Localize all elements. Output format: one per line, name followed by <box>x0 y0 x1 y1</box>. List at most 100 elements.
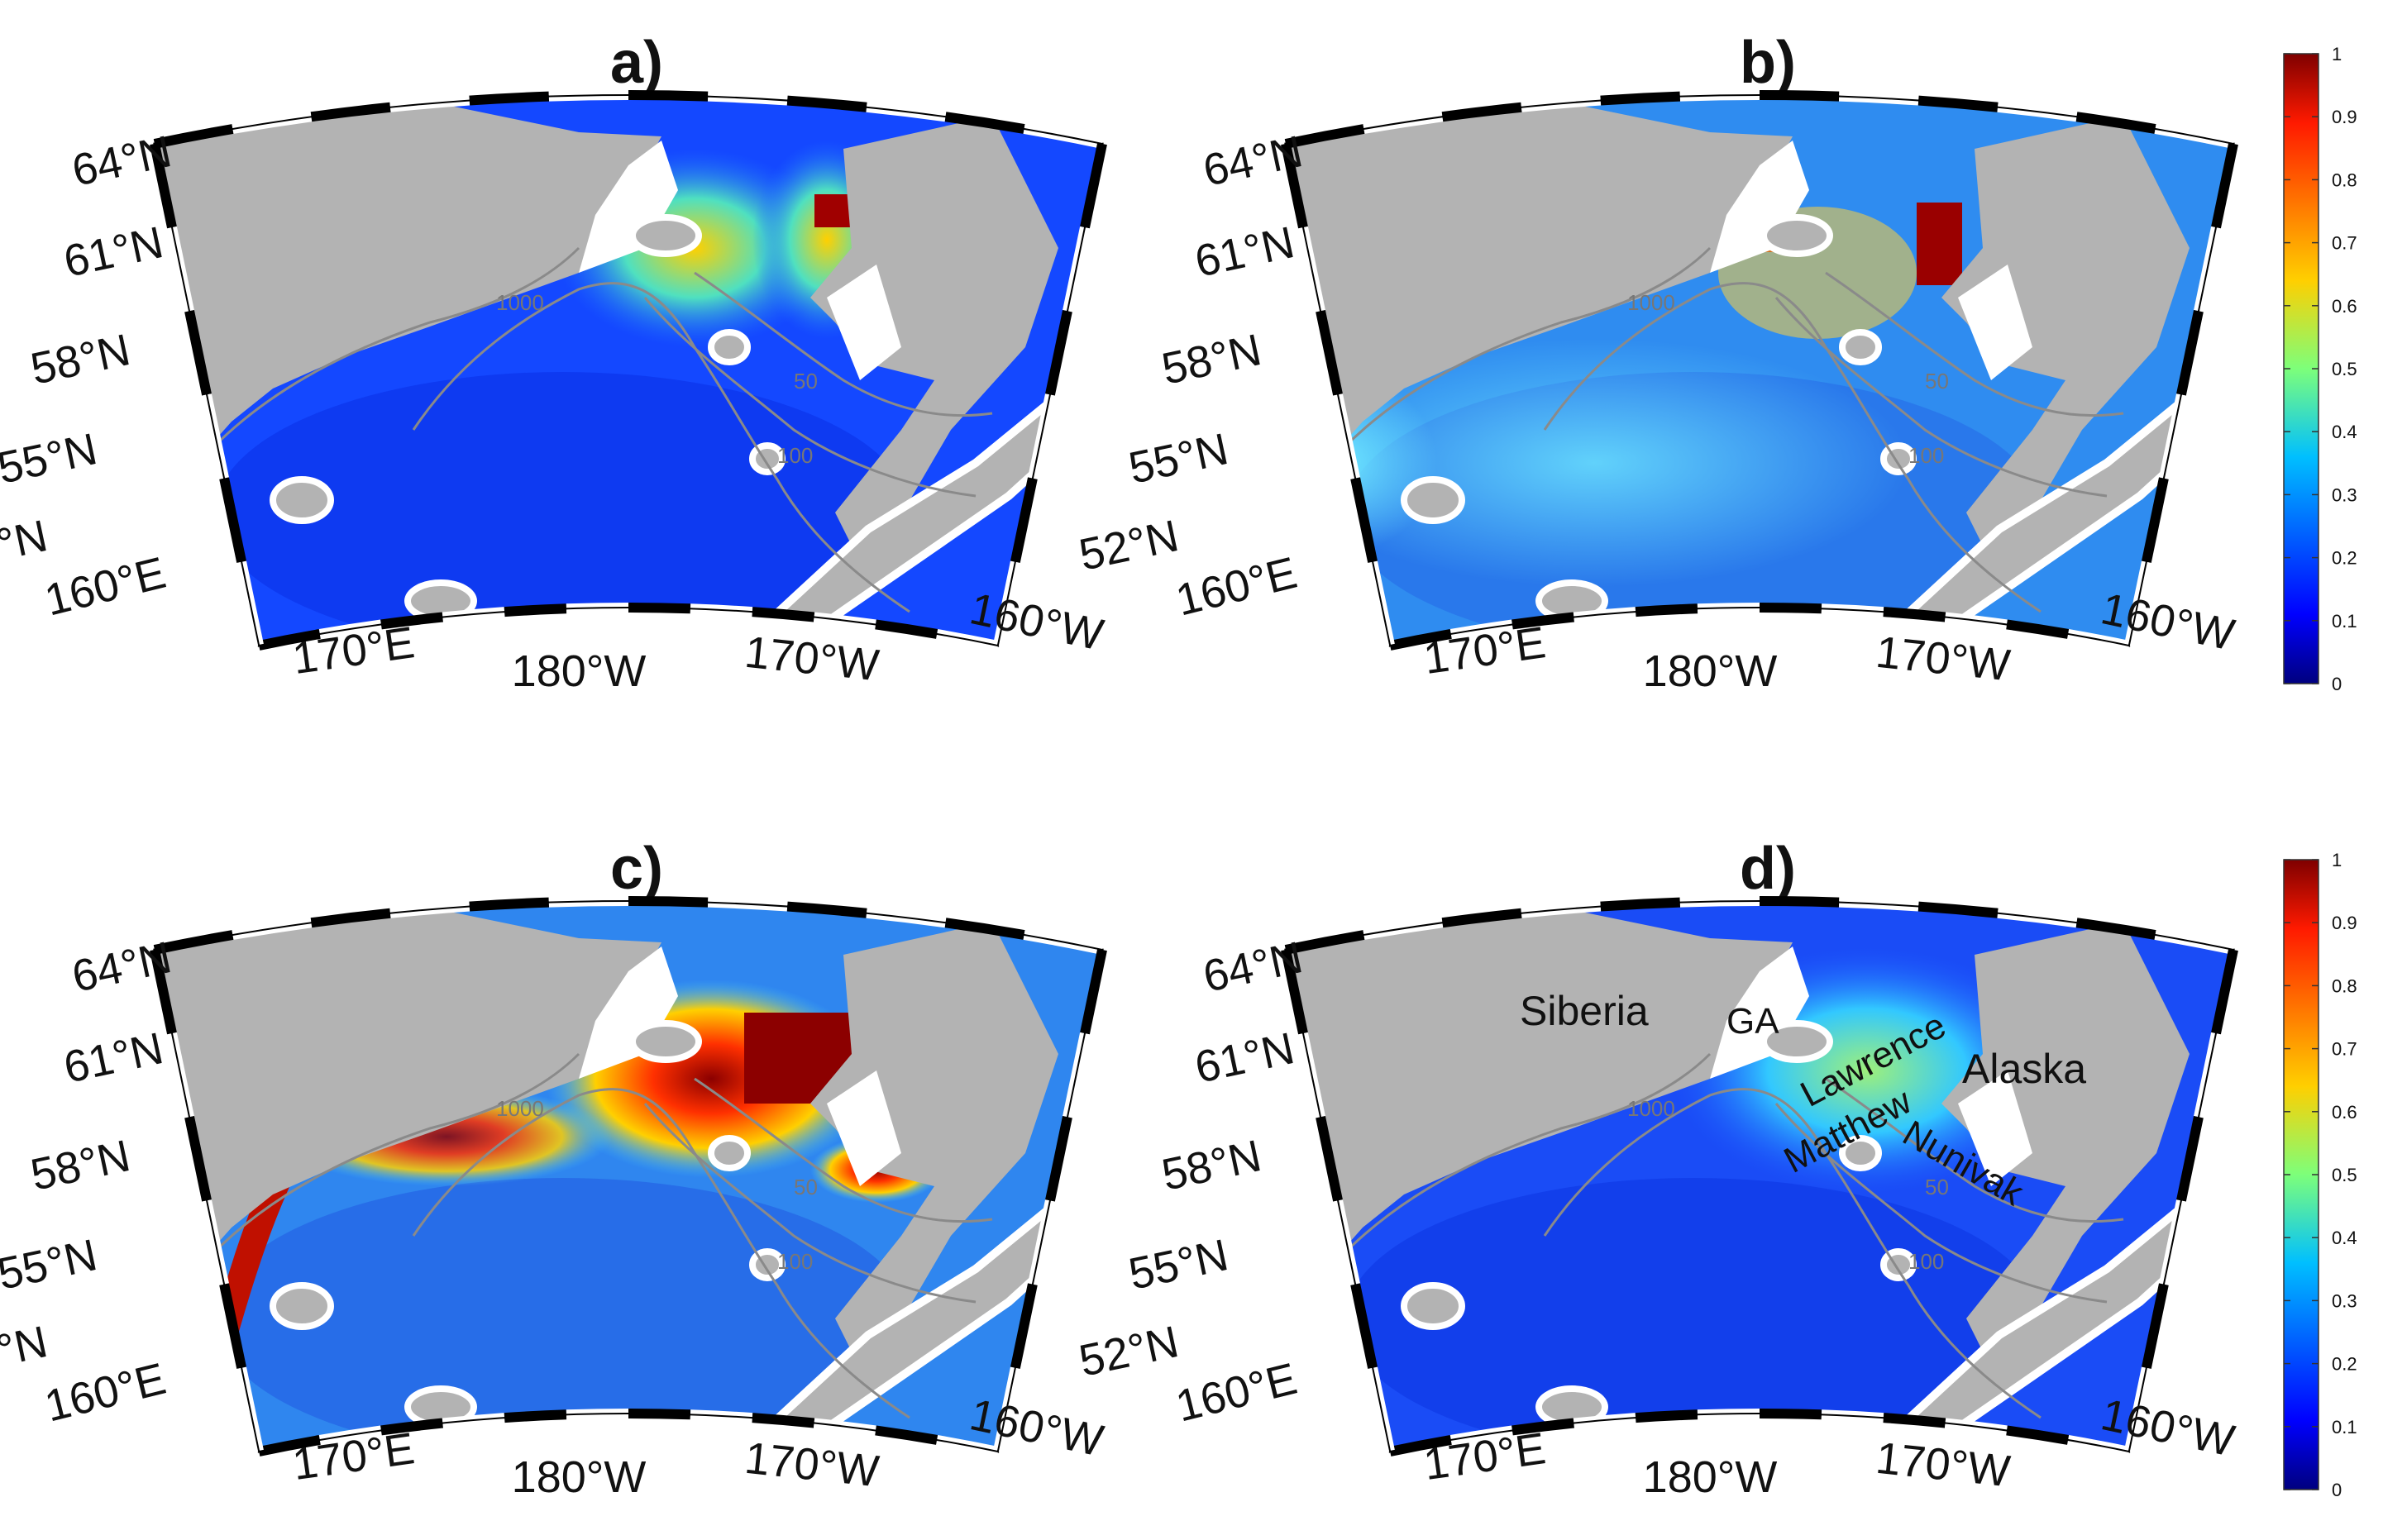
contour-50 <box>197 246 580 464</box>
latitude-label: 61°N <box>1191 217 1298 287</box>
contour-50 <box>1825 1077 2124 1223</box>
colorbar-tick-label: 1 <box>2332 850 2342 870</box>
land-alaska <box>1941 922 2190 1385</box>
longitude-label: 170°W <box>743 627 881 691</box>
place-label-alaska: Alaska <box>1962 1046 2086 1092</box>
longitude-label: 160°W <box>966 1390 1108 1466</box>
colorbar-tick-label: 0.9 <box>2332 107 2357 127</box>
map-panel-c: c)10001005064°N61°N58°N55°N52°N160°E170°… <box>0 836 1108 1502</box>
map-panel-a: a)10001005064°N61°N58°N55°N52°N160°E170°… <box>0 30 1108 696</box>
map-body: 1000 100 50 <box>1285 900 2234 1452</box>
longitude-label: 160°E <box>1171 548 1301 626</box>
colorbar-top: 1 0.9 0.8 0.7 0.6 0.5 0.4 0.3 0.2 0.1 0 <box>2283 44 2357 694</box>
max-value-cell <box>1917 203 1962 285</box>
latitude-label: 61°N <box>1191 1023 1298 1093</box>
longitude-label: 160°W <box>2097 1390 2239 1466</box>
latitude-label: 58°N <box>1158 325 1265 394</box>
coastal-gap <box>579 141 678 273</box>
longitude-label: 160°E <box>40 548 170 626</box>
moderate-value-patch <box>1285 339 1908 587</box>
contour-label: 50 <box>794 1175 818 1199</box>
frame-edge <box>1284 900 2235 1453</box>
island <box>708 1135 751 1171</box>
colorbar-tick-label: 0.1 <box>2332 611 2357 632</box>
map-panel-d: d)10001005064°N61°N58°N55°N52°N160°E170°… <box>1075 836 2239 1502</box>
contour-50 <box>694 271 993 417</box>
contour-label: 50 <box>1925 1175 1949 1199</box>
colorbar-tick-label: 0.4 <box>2332 1228 2357 1248</box>
panel-title: a) <box>610 30 663 96</box>
colorbar-tick-label: 0.8 <box>2332 169 2357 190</box>
colorbar-tick-label: 0 <box>2332 1480 2342 1500</box>
longitude-label: 170°W <box>743 1433 881 1497</box>
contour-50 <box>197 1052 580 1270</box>
latitude-label: 52°N <box>1075 511 1182 580</box>
map-panel-b: b)10001005064°N61°N58°N55°N52°N160°E170°… <box>1075 30 2239 696</box>
colorbar-tick-label: 0.7 <box>2332 233 2357 254</box>
colorbar-tick-label: 0.5 <box>2332 359 2357 379</box>
coastal-gap <box>1710 141 1809 273</box>
island <box>629 1020 702 1063</box>
latitude-label: 55°N <box>1125 1230 1232 1299</box>
longitude-label: 160°E <box>1171 1354 1301 1432</box>
island <box>1401 1282 1465 1330</box>
latitude-label: 52°N <box>1075 1317 1182 1386</box>
longitude-label: 160°W <box>2097 584 2239 660</box>
colorbar-tick-label: 0.8 <box>2332 975 2357 996</box>
land-alaska <box>810 116 1058 579</box>
contour-50 <box>1328 246 1712 464</box>
contour-50 <box>1825 271 2124 417</box>
longitude-label: 180°W <box>512 1452 647 1502</box>
latitude-label: 58°N <box>26 325 134 394</box>
contour-100 <box>1774 297 2108 498</box>
contour-label: 50 <box>1925 369 1949 393</box>
coastal-gap <box>1958 265 2032 380</box>
land-siberia <box>1285 94 1793 529</box>
land-alaska <box>810 922 1058 1385</box>
contour-100 <box>1774 1103 2108 1304</box>
contour-label: 50 <box>794 369 818 393</box>
colorbar-tick-label: 0.2 <box>2332 548 2357 569</box>
land-siberia <box>1285 900 1793 1335</box>
contour-50 <box>1328 1052 1712 1270</box>
island <box>629 214 702 257</box>
colorbar-tick-label: 0.2 <box>2332 1354 2357 1375</box>
colorbar-tick-label: 0 <box>2332 674 2342 694</box>
coastal-gap <box>827 265 901 380</box>
contour-label: 1000 <box>496 1096 544 1121</box>
contour-label: 100 <box>777 443 813 468</box>
island <box>1839 1135 1882 1171</box>
longitude-label: 180°W <box>512 646 647 696</box>
deep-basin <box>215 1178 910 1452</box>
island <box>270 476 334 524</box>
frame-edge <box>153 900 1104 1453</box>
coastal-gap <box>1958 1070 2032 1186</box>
panel-title: b) <box>1740 30 1796 96</box>
map-body: 1000 100 50 <box>154 94 1103 646</box>
colorbar-tick-label: 0.4 <box>2332 422 2357 442</box>
land-alaska <box>1941 116 2190 579</box>
colorbar-tick-label: 0.3 <box>2332 1290 2357 1311</box>
colorbar-tick-label: 0.5 <box>2332 1165 2357 1185</box>
colorbar-bottom: 1 0.9 0.8 0.7 0.6 0.5 0.4 0.3 0.2 0.1 0 <box>2283 850 2357 1500</box>
latitude-label: 55°N <box>0 424 101 493</box>
colorbar-tick-label: 0.1 <box>2332 1417 2357 1437</box>
colorbar-tick-label: 0.6 <box>2332 296 2357 317</box>
frame-edge <box>1284 94 2235 647</box>
land-siberia <box>154 94 661 529</box>
colorbar-tick-label: 0.6 <box>2332 1102 2357 1123</box>
contour-label: 1000 <box>496 290 544 315</box>
latitude-label: 52°N <box>0 511 51 580</box>
contour-50 <box>694 1077 993 1223</box>
panel-title: d) <box>1740 836 1796 902</box>
contour-label: 1000 <box>1627 290 1675 315</box>
colorbar-tick-label: 0.9 <box>2332 913 2357 933</box>
contour-label: 100 <box>1908 443 1944 468</box>
latitude-label: 61°N <box>60 217 167 287</box>
longitude-label: 160°W <box>966 584 1108 660</box>
longitude-label: 160°E <box>40 1354 170 1432</box>
contour-100 <box>643 297 977 498</box>
map-body: 1000 100 50 <box>1285 94 2234 646</box>
contour-label: 1000 <box>1627 1096 1675 1121</box>
